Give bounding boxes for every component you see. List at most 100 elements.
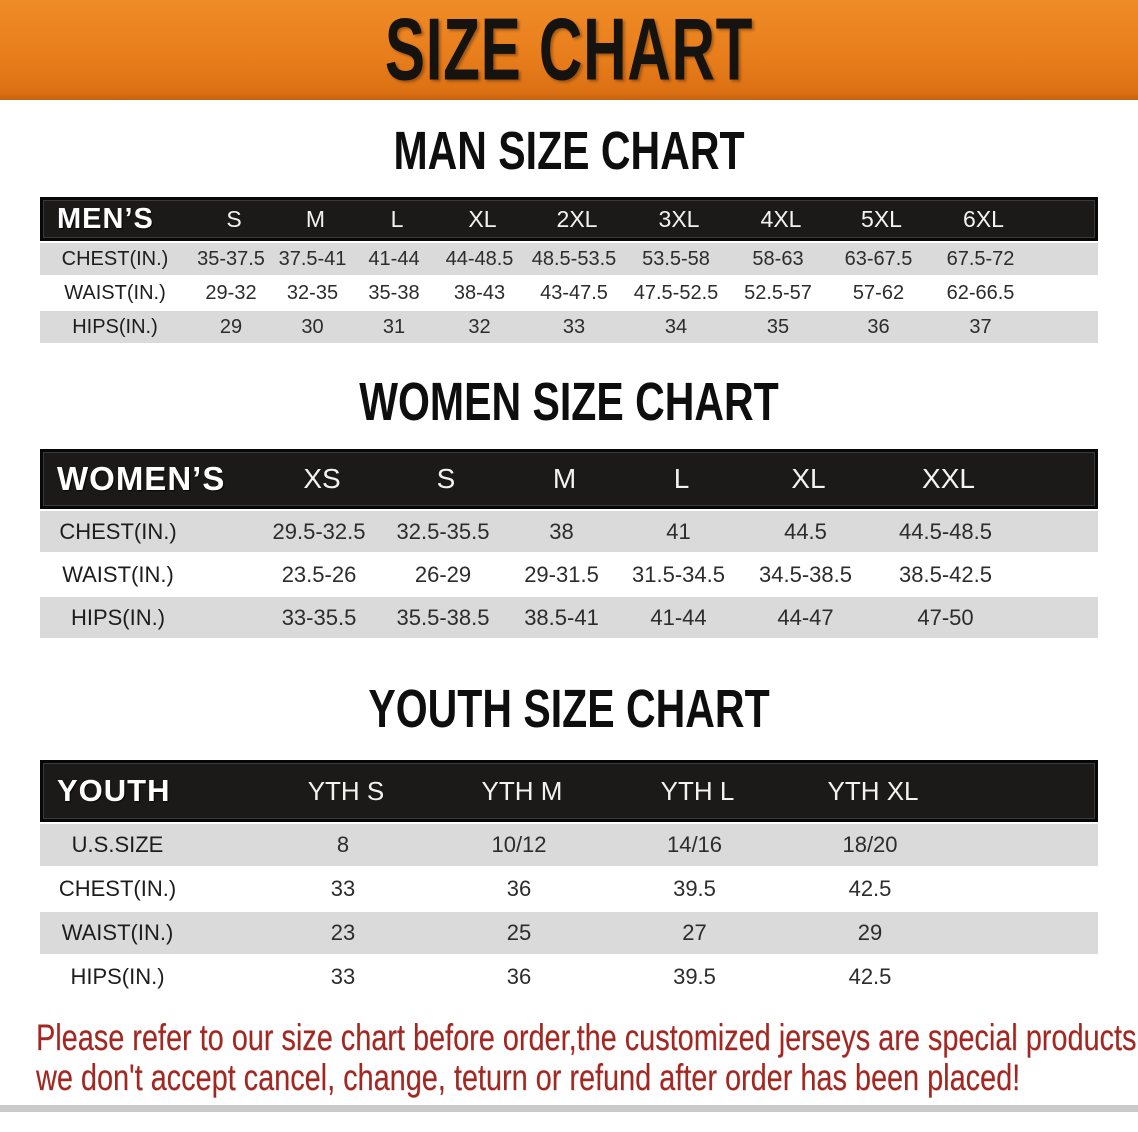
size-value-cell: 14/16	[666, 832, 723, 857]
size-value-cell: 38-43	[453, 281, 506, 304]
size-value-cell: 43-47.5	[540, 281, 608, 304]
size-column-header: 2XL	[556, 205, 598, 232]
size-value-cell: 29.5-32.5	[272, 518, 366, 544]
measurement-row: CHEST(IN.) 33 36 39.5 42.5	[40, 866, 1098, 910]
order-disclaimer: Please refer to our size chart before or…	[0, 1018, 1138, 1098]
size-value-cell: 8	[336, 832, 350, 857]
youth-section-title-text: YOUTH SIZE CHART	[368, 679, 770, 739]
size-value-cell: 31	[382, 315, 406, 338]
women-section: WOMEN SIZE CHART WOMEN’S XS S M L XL XXL CHEST(…	[0, 373, 1138, 638]
men-size-table: MEN’S S M L XL 2XL 3XL 4XL 5XL 6XL CHEST(IN.) 35-37…	[40, 197, 1098, 343]
size-value-cell: 29-32	[205, 281, 257, 304]
table-group-label: YOUTH	[57, 773, 171, 808]
size-value-cell: 63-67.5	[844, 247, 913, 270]
size-value-cell: 44-47	[777, 604, 834, 630]
size-value-cell: 33	[562, 315, 586, 338]
size-value-cell: 33-35.5	[281, 604, 357, 630]
measurement-row-label: CHEST(IN.)	[61, 247, 169, 270]
size-column-header: L	[673, 463, 690, 494]
size-value-cell: 36	[867, 315, 890, 338]
size-value-cell: 34	[664, 315, 688, 338]
youth-section: YOUTH SIZE CHART YOUTH YTH S YTH M YTH L YTH…	[0, 680, 1138, 998]
size-value-cell: 10/12	[491, 832, 547, 857]
size-value-cell: 62-66.5	[946, 281, 1015, 304]
size-column-header: 5XL	[861, 205, 902, 232]
size-value-cell: 33	[330, 876, 356, 901]
men-section: MAN SIZE CHART MEN’S S M L XL 2XL 3XL 4XL 5XL 6XL…	[0, 122, 1138, 343]
size-chart-banner: SIZE CHART	[0, 0, 1138, 100]
men-section-title-text: MAN SIZE CHART	[393, 121, 745, 181]
size-value-cell: 32	[468, 315, 491, 338]
measurement-row-label: CHEST(IN.)	[59, 518, 177, 544]
size-column-header: YTH S	[307, 775, 385, 806]
size-value-cell: 58-63	[752, 247, 804, 270]
size-value-cell: 48.5-53.5	[531, 247, 617, 270]
size-value-cell: 44-48.5	[445, 247, 514, 270]
men-section-title: MAN SIZE CHART	[0, 122, 1138, 180]
size-value-cell: 36	[506, 964, 532, 989]
women-section-title: WOMEN SIZE CHART	[0, 373, 1138, 431]
size-value-cell: 44.5	[784, 518, 827, 544]
size-value-cell: 38	[549, 518, 574, 544]
size-column-header: 6XL	[963, 205, 1004, 232]
size-value-cell: 29	[857, 920, 883, 945]
size-value-cell: 41-44	[368, 247, 420, 270]
size-value-cell: 35.5-38.5	[396, 604, 490, 630]
size-value-cell: 42.5	[848, 876, 892, 901]
measurement-row-label: WAIST(IN.)	[62, 561, 174, 587]
measurement-row: HIPS(IN.) 33 36 39.5 42.5	[40, 954, 1098, 998]
table-group-label: MEN’S	[57, 202, 154, 235]
measurement-row: U.S.SIZE 8 10/12 14/16 18/20	[40, 822, 1098, 866]
measurement-row: HIPS(IN.) 29 30 31 32 33 34 35 36 37	[40, 309, 1098, 343]
size-value-cell: 32.5-35.5	[396, 518, 490, 544]
measurement-row: CHEST(IN.) 29.5-32.5 32.5-35.5 38 41 44.5 44.5…	[40, 509, 1098, 552]
size-value-cell: 67.5-72	[946, 247, 1015, 270]
size-column-header: S	[436, 463, 456, 494]
size-value-cell: 18/20	[842, 832, 898, 857]
size-column-header: YTH M	[481, 775, 563, 806]
size-value-cell: 52.5-57	[744, 281, 812, 304]
size-value-cell: 23.5-26	[281, 561, 357, 587]
size-value-cell: 23	[330, 920, 356, 945]
measurement-row: CHEST(IN.) 35-37.5 37.5-41 41-44 44-48.5 48.5…	[40, 241, 1098, 275]
size-value-cell: 33	[330, 964, 356, 989]
measurement-row-label: U.S.SIZE	[71, 832, 164, 857]
measurement-row-label: HIPS(IN.)	[70, 604, 166, 630]
measurement-row: HIPS(IN.) 33-35.5 35.5-38.5 38.5-41 41-44 44-…	[40, 595, 1098, 638]
size-value-cell: 32-35	[286, 281, 339, 304]
size-value-cell: 47.5-52.5	[633, 281, 719, 304]
size-value-cell: 30	[301, 315, 324, 338]
measurement-row-label: WAIST(IN.)	[61, 920, 174, 945]
women-size-table: WOMEN’S XS S M L XL XXL CHEST(IN.) 29.5-32.5 32.5…	[40, 449, 1098, 638]
disclaimer-line-1: Please refer to our size chart before or…	[36, 1017, 1138, 1058]
table-header-row: WOMEN’S XS S M L XL XXL	[40, 449, 1098, 509]
size-value-cell: 25	[506, 920, 532, 945]
youth-section-title: YOUTH SIZE CHART	[0, 680, 1138, 738]
disclaimer-line-2: we don't accept cancel, change, teturn o…	[36, 1057, 1021, 1098]
measurement-row-label: HIPS(IN.)	[70, 964, 165, 989]
size-value-cell: 57-62	[852, 281, 905, 304]
size-value-cell: 41-44	[650, 604, 707, 630]
table-header-row: MEN’S S M L XL 2XL 3XL 4XL 5XL 6XL	[40, 197, 1098, 241]
size-column-header: M	[305, 205, 326, 232]
size-value-cell: 29-31.5	[524, 561, 599, 587]
table-group-label: WOMEN’S	[57, 460, 226, 497]
size-column-header: 4XL	[760, 205, 802, 232]
size-value-cell: 41	[666, 518, 691, 544]
size-value-cell: 34.5-38.5	[759, 561, 852, 587]
measurement-row: WAIST(IN.) 23.5-26 26-29 29-31.5 31.5-34.5 34…	[40, 552, 1098, 595]
size-value-cell: 36	[506, 876, 532, 901]
size-column-header: XL	[468, 205, 497, 232]
measurement-row-label: CHEST(IN.)	[58, 876, 177, 901]
size-column-header: XL	[791, 463, 826, 494]
size-value-cell: 37.5-41	[278, 247, 347, 270]
size-value-cell: 53.5-58	[642, 247, 710, 270]
size-value-cell: 47-50	[917, 604, 974, 630]
women-section-title-text: WOMEN SIZE CHART	[359, 372, 779, 432]
size-value-cell: 44.5-48.5	[899, 518, 992, 544]
size-value-cell: 37	[969, 315, 992, 338]
size-value-cell: 35	[766, 315, 790, 338]
size-value-cell: 38.5-42.5	[899, 561, 992, 587]
size-value-cell: 42.5	[848, 964, 892, 989]
bottom-strip	[0, 1105, 1138, 1112]
